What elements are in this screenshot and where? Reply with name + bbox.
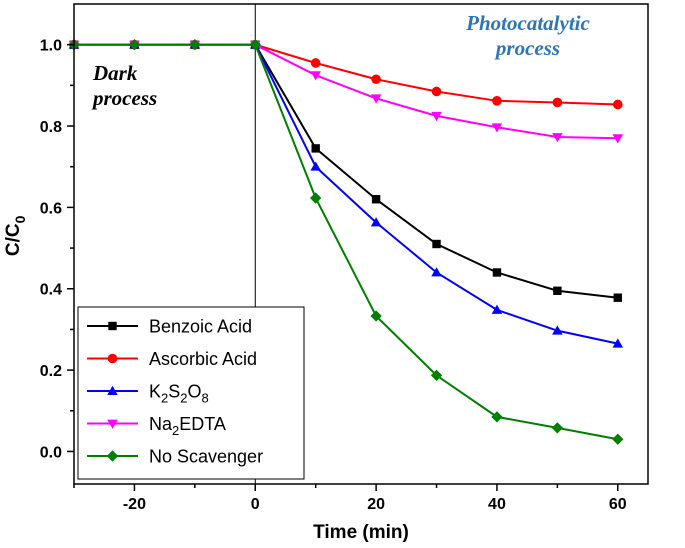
annotation-text: Dark: [92, 61, 138, 85]
data-point: [430, 369, 443, 382]
x-tick-label: -20: [123, 496, 146, 513]
legend-marker: [107, 419, 118, 429]
data-point: [249, 39, 261, 51]
y-tick-label: 0.0: [40, 444, 62, 461]
series-no-scavenger: [68, 39, 624, 445]
y-tick-label: 0.4: [40, 282, 62, 299]
data-point: [310, 58, 321, 68]
data-point: [189, 39, 201, 51]
legend-label: Na2EDTA: [149, 414, 226, 438]
legend-entry: No Scavenger: [87, 447, 263, 467]
y-tick-label: 1.0: [40, 38, 62, 55]
data-point: [553, 286, 562, 295]
data-point: [491, 123, 503, 133]
data-point: [371, 195, 381, 204]
data-point: [371, 74, 381, 85]
x-tick-label: 20: [367, 496, 385, 513]
data-point: [552, 133, 563, 143]
legend-label: Benzoic Acid: [149, 317, 252, 337]
data-point: [612, 134, 624, 144]
plot-frame: [73, 3, 649, 485]
x-tick-label: 60: [609, 496, 627, 513]
legend-entry: Ascorbic Acid: [87, 349, 257, 369]
legend-label: No Scavenger: [149, 447, 263, 467]
data-point: [492, 268, 502, 277]
data-point: [431, 86, 442, 97]
annotation-text: process: [91, 86, 157, 110]
series-line: [74, 43, 618, 441]
legend-label: Ascorbic Acid: [149, 349, 257, 369]
y-tick-label: 0.8: [40, 119, 62, 136]
data-point: [310, 161, 321, 171]
x-tick-label: 0: [251, 496, 260, 513]
data-point: [370, 217, 382, 227]
series-line: [74, 43, 618, 299]
series-benzoic-acid: [69, 40, 622, 302]
data-point: [370, 94, 382, 104]
legend-entry: Benzoic Acid: [87, 317, 252, 337]
axes-layer: -20 0 20 40 60 0.0 0.2 0.4 0.6 0.8 1.0 Time (min) C/…: [3, 3, 649, 543]
legend-label: K2S2O8: [149, 382, 209, 406]
annotation-text: process: [494, 36, 560, 60]
data-point: [431, 111, 442, 122]
data-point: [612, 99, 623, 110]
data-point: [612, 433, 624, 445]
legend-entry: K2S2O8: [87, 382, 209, 406]
data-point: [128, 39, 141, 51]
y-tick-label: 0.2: [40, 363, 62, 380]
legend-entry: Na2EDTA: [87, 414, 226, 438]
x-axis-title: Time (min): [313, 522, 409, 543]
data-point: [613, 293, 622, 302]
data-point: [491, 411, 503, 423]
data-point: [370, 310, 382, 322]
x-tick-label: 40: [488, 496, 506, 513]
data-point: [551, 422, 564, 434]
legend: Benzoic Acid Ascorbic Acid K2S2O8 Na2EDTA No…: [77, 306, 305, 480]
data-point: [432, 239, 441, 249]
annotation-text: Photocatalytic: [465, 11, 590, 35]
data-point: [612, 338, 624, 348]
y-tick-label: 0.6: [40, 200, 62, 217]
data-point: [552, 325, 563, 335]
legend-marker: [108, 321, 117, 331]
legend-marker: [107, 385, 118, 395]
data-point: [552, 97, 563, 108]
series-layer: [68, 39, 624, 445]
y-axis-title: C/C0: [3, 215, 28, 256]
data-point: [310, 71, 321, 81]
legend-marker: [106, 450, 119, 462]
data-point: [431, 267, 442, 277]
legend-marker: [107, 353, 118, 364]
data-point: [491, 304, 503, 314]
data-point: [311, 144, 320, 153]
data-point: [310, 192, 322, 204]
data-point: [492, 96, 502, 106]
